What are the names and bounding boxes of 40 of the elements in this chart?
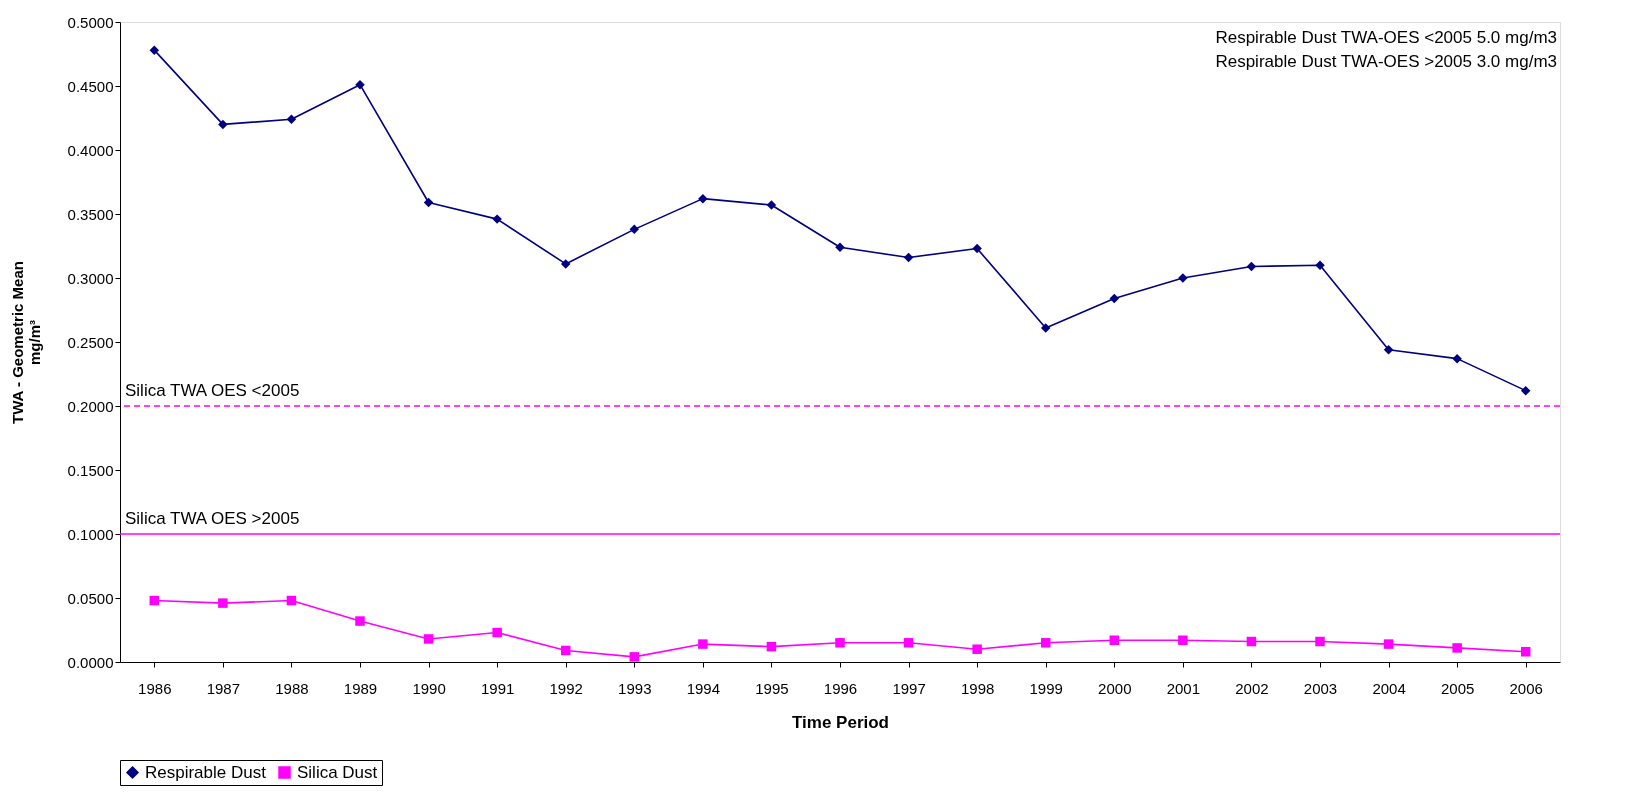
annotation: Respirable Dust TWA-OES <2005 5.0 mg/m3 bbox=[1215, 28, 1557, 47]
x-tick-label: 2003 bbox=[1303, 679, 1338, 697]
x-tick-label: 1994 bbox=[686, 679, 721, 697]
annotation: Respirable Dust TWA-OES >2005 3.0 mg/m3 bbox=[1215, 52, 1557, 71]
x-tick-label: 1995 bbox=[755, 679, 789, 697]
x-tick-label: 1997 bbox=[892, 679, 926, 697]
y-tick-label: 0.0500 bbox=[67, 589, 114, 607]
x-tick-label: 1986 bbox=[138, 679, 172, 697]
y-tick-label: 0.3500 bbox=[67, 205, 114, 223]
y-tick-label: 0.2500 bbox=[67, 333, 114, 351]
x-tick-label: 2005 bbox=[1440, 679, 1475, 697]
x-tick-label: 1989 bbox=[343, 679, 378, 697]
x-axis-title: Time Period bbox=[792, 712, 889, 732]
legend-label: Respirable Dust bbox=[145, 762, 267, 782]
y-tick-label: 0.1500 bbox=[67, 461, 114, 479]
legend-label: Silica Dust bbox=[297, 762, 378, 782]
y-tick-label: 0.3000 bbox=[67, 269, 114, 287]
y-tick-label: 0.5000 bbox=[67, 13, 114, 31]
y-tick-label: 0.4500 bbox=[67, 77, 114, 95]
x-tick-label: 1991 bbox=[480, 679, 515, 697]
x-tick-label: 1992 bbox=[549, 679, 583, 697]
ref-line-label: Silica TWA OES >2005 bbox=[125, 509, 300, 528]
x-tick-label: 1990 bbox=[412, 679, 446, 697]
ref-line-label: Silica TWA OES <2005 bbox=[125, 381, 300, 400]
x-tick-label: 2002 bbox=[1235, 679, 1269, 697]
y-tick-label: 0.4000 bbox=[67, 141, 114, 159]
y-tick-label: 0.0000 bbox=[67, 653, 114, 671]
x-tick-label: 1988 bbox=[275, 679, 309, 697]
x-tick-label: 1987 bbox=[206, 679, 241, 697]
y-tick-label: 0.1000 bbox=[67, 525, 114, 543]
y-tick-label: 0.2000 bbox=[67, 397, 114, 415]
x-tick-label: 2006 bbox=[1509, 679, 1543, 697]
x-tick-label: 2000 bbox=[1098, 679, 1132, 697]
x-tick-label: 2001 bbox=[1166, 679, 1201, 697]
x-tick-label: 1993 bbox=[618, 679, 652, 697]
x-tick-label: 1999 bbox=[1029, 679, 1063, 697]
x-tick-label: 1996 bbox=[823, 679, 858, 697]
x-tick-label: 1998 bbox=[960, 679, 995, 697]
x-tick-label: 2004 bbox=[1372, 679, 1406, 697]
y-axis-title: TWA - Geometric Mean mg/m³ bbox=[8, 261, 43, 424]
